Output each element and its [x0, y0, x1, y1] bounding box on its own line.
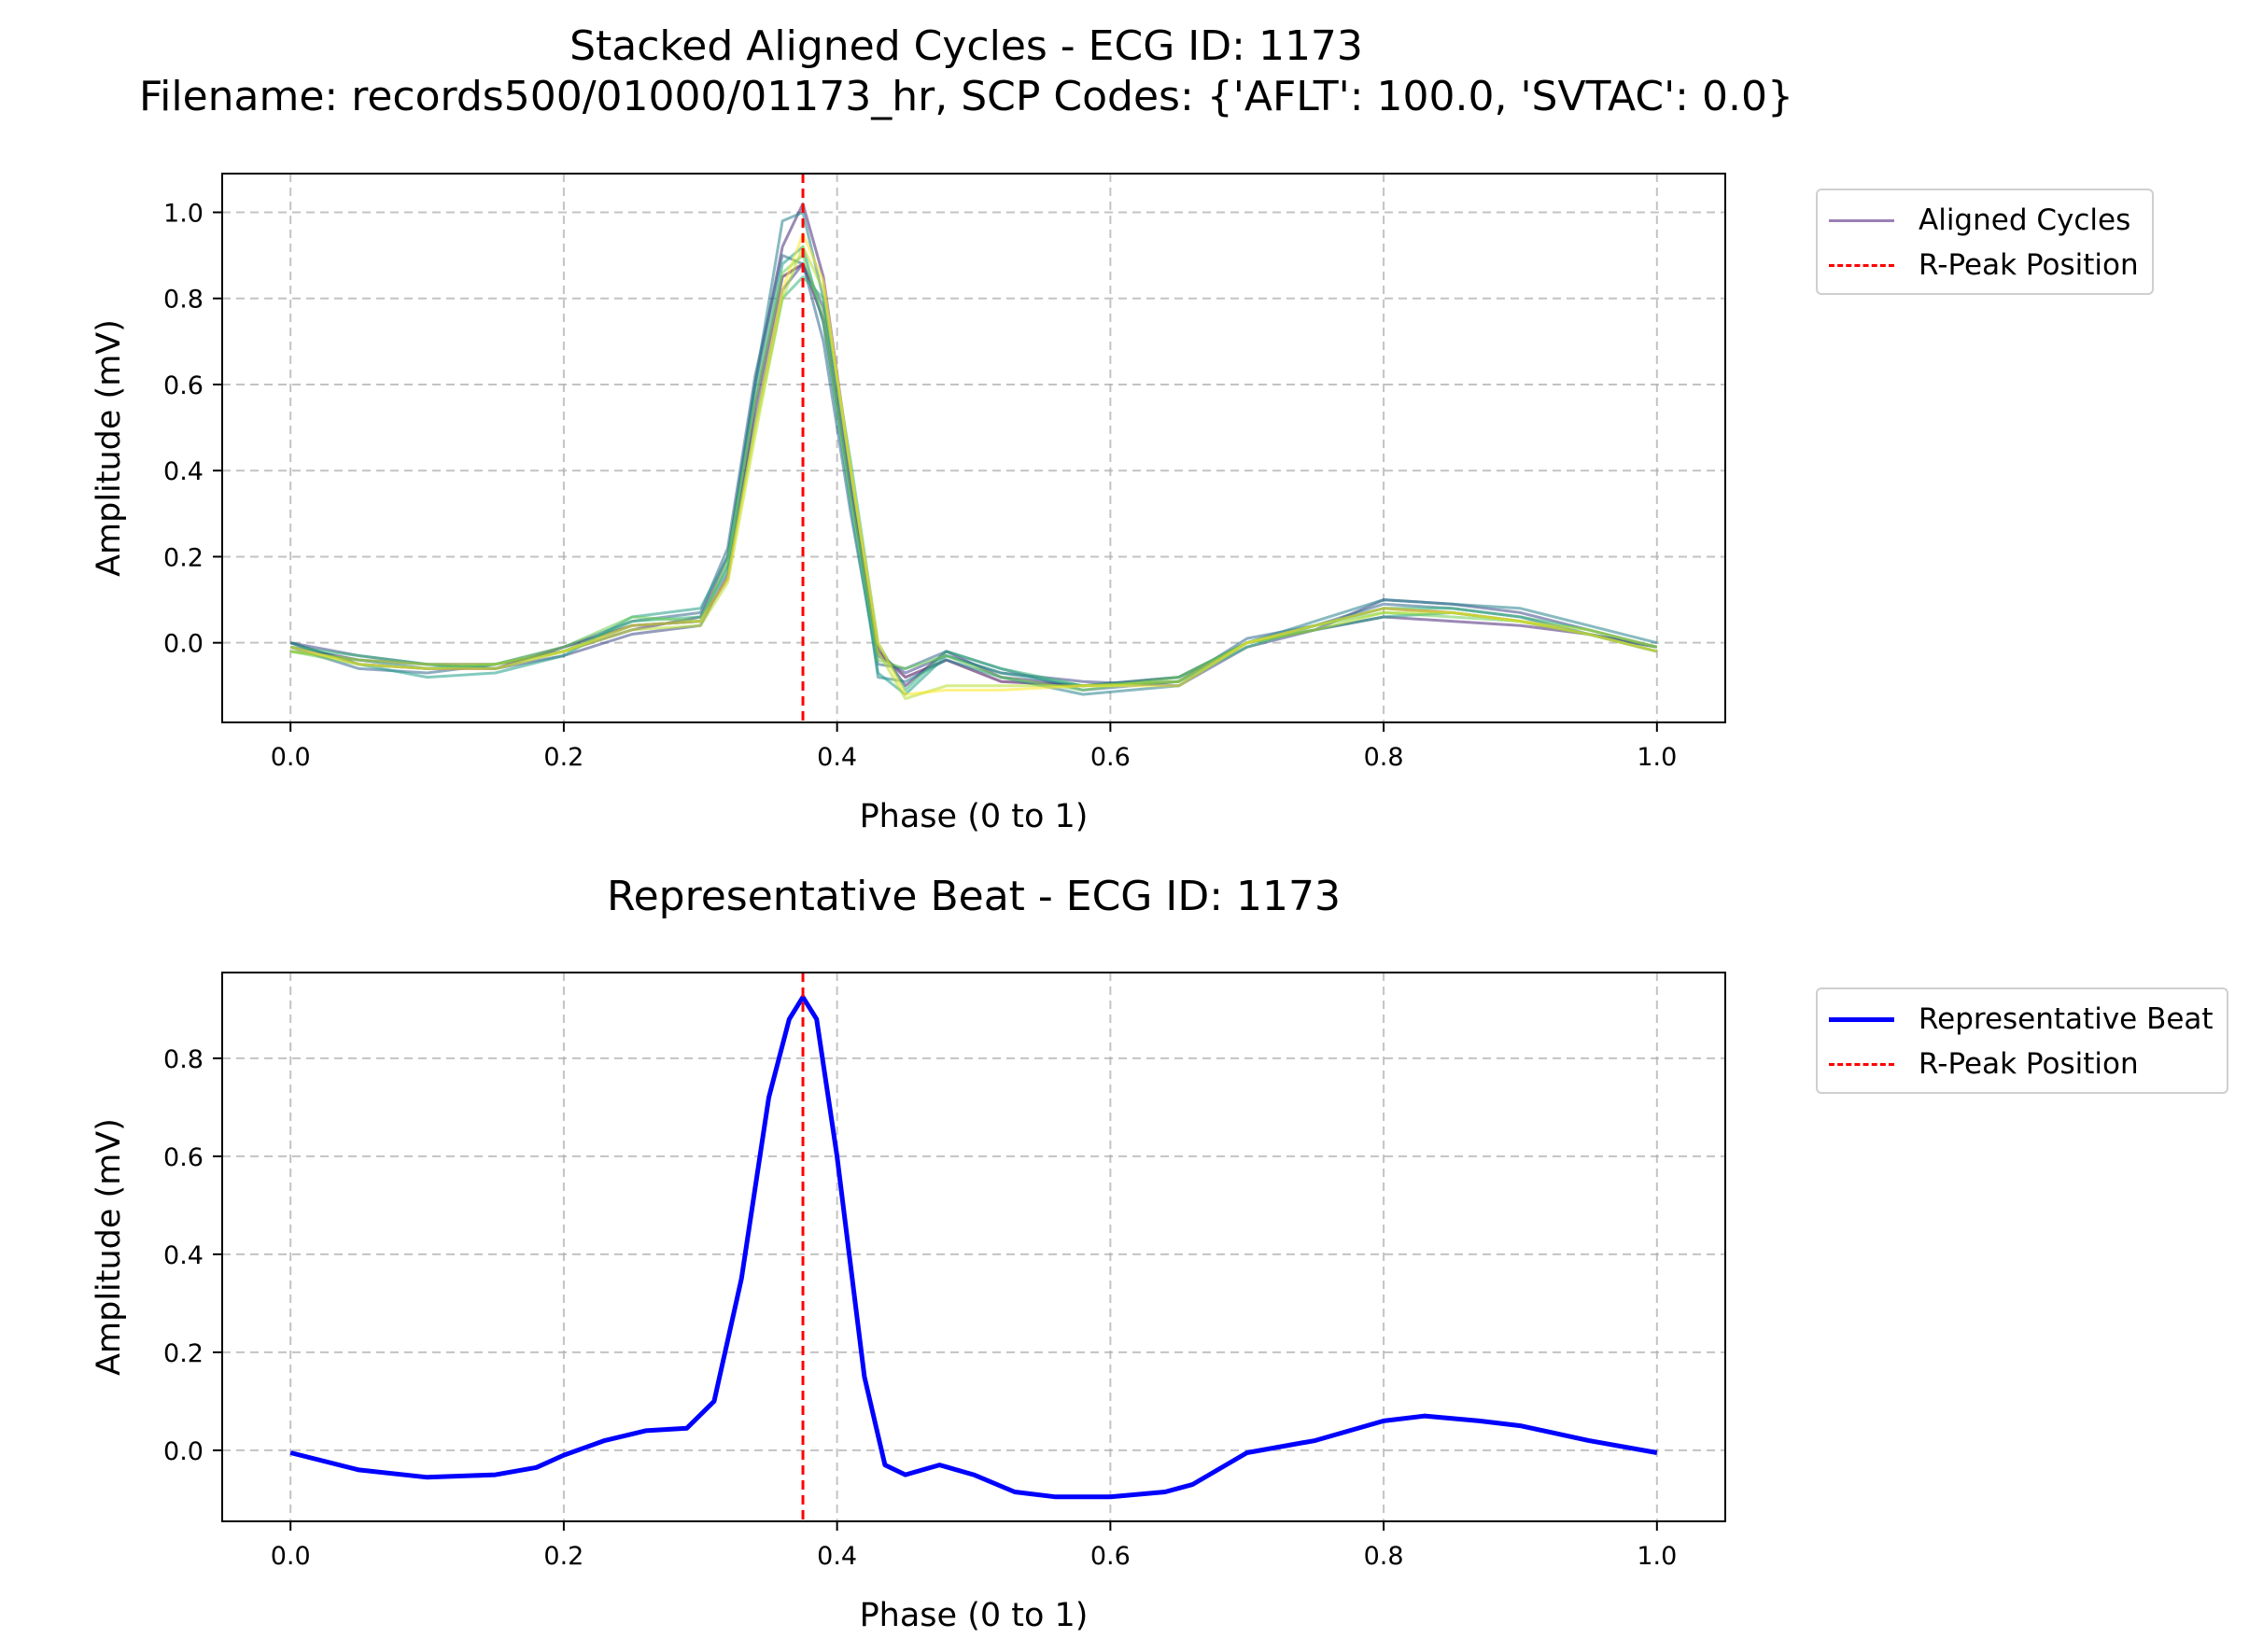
legend-swatch: [1829, 1062, 1894, 1066]
x-tick-label: 0.2: [543, 743, 583, 772]
x-tick-label: 0.4: [817, 1542, 857, 1571]
plot-frame: [221, 972, 1726, 1522]
plot-frame: [221, 173, 1726, 723]
y-tick-label: 0.4: [163, 457, 204, 486]
legend-bottom-panel: Representative Beat R-Peak Position: [1816, 987, 2228, 1094]
legend-label: R-Peak Position: [1919, 248, 2139, 282]
y-tick-label: 0.8: [163, 1045, 204, 1074]
figure-title-line-2: Filename: records500/01000/01173_hr, SCP…: [139, 73, 1793, 120]
panel-title: Representative Beat - ECG ID: 1173: [607, 873, 1341, 920]
y-tick-label: 0.6: [163, 1143, 204, 1172]
legend-top-panel: Aligned Cycles R-Peak Position: [1816, 189, 2154, 295]
y-tick-label: 1.0: [163, 200, 204, 229]
x-tick-label: 0.8: [1364, 743, 1404, 772]
x-tick-label: 0.4: [817, 743, 857, 772]
x-tick-label: 1.0: [1637, 1542, 1677, 1571]
legend-swatch: [1829, 218, 1894, 222]
aligned-cycle-line: [290, 245, 1658, 701]
x-tick-label: 0.2: [543, 1542, 583, 1571]
y-axis-label: Amplitude (mV): [91, 319, 128, 577]
y-tick-label: 0.0: [163, 1437, 204, 1466]
y-tick-label: 0.4: [163, 1241, 204, 1270]
aligned-cycle-line: [289, 254, 1658, 692]
legend-label: R-Peak Position: [1919, 1047, 2139, 1081]
aligned-cycle-line: [289, 254, 1658, 692]
aligned-cycle-line: [289, 232, 1658, 696]
y-tick-label: 0.2: [163, 1339, 204, 1368]
x-tick-label: 0.6: [1090, 1542, 1131, 1571]
x-tick-label: 0.6: [1090, 743, 1131, 772]
y-tick-label: 0.8: [163, 286, 204, 315]
x-tick-label: 0.0: [271, 1542, 311, 1571]
legend-label: Aligned Cycles: [1919, 203, 2131, 237]
legend-item: Aligned Cycles: [1829, 198, 2139, 243]
legend-item: R-Peak Position: [1829, 243, 2139, 287]
y-tick-label: 0.6: [163, 371, 204, 400]
x-tick-label: 1.0: [1637, 743, 1677, 772]
aligned-cycle-line: [290, 275, 1658, 692]
legend-swatch: [1829, 1016, 1894, 1022]
x-tick-label: 0.0: [271, 743, 311, 772]
y-tick-label: 0.0: [163, 630, 204, 659]
y-tick-label: 0.2: [163, 543, 204, 572]
legend-item: R-Peak Position: [1829, 1042, 2214, 1086]
figure-title-line-1: Stacked Aligned Cycles - ECG ID: 1173: [569, 22, 1363, 70]
legend-swatch: [1829, 263, 1894, 267]
x-tick-label: 0.8: [1364, 1542, 1404, 1571]
representative-beat-line: [289, 994, 1658, 1500]
legend-item: Representative Beat: [1829, 997, 2214, 1042]
legend-label: Representative Beat: [1919, 1002, 2214, 1036]
x-axis-label: Phase (0 to 1): [860, 798, 1089, 835]
x-axis-label: Phase (0 to 1): [860, 1597, 1089, 1634]
y-axis-label: Amplitude (mV): [91, 1118, 128, 1376]
